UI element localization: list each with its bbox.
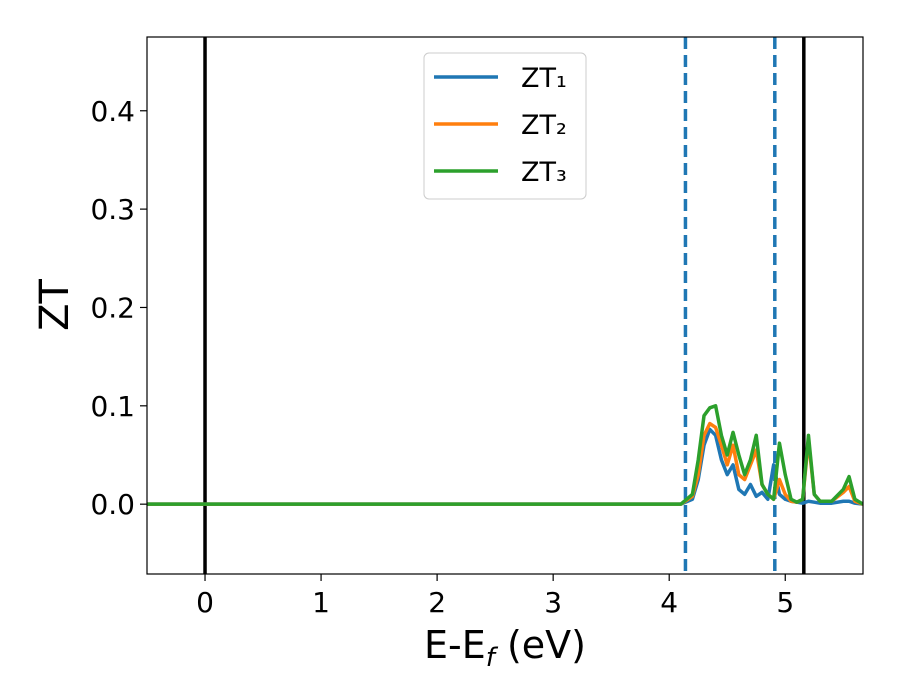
- y-tick-label: 0.2: [90, 291, 135, 324]
- plot-area: [147, 37, 863, 574]
- y-tick-label: 0.1: [90, 390, 135, 423]
- legend-label: ZT₁: [521, 63, 567, 94]
- series-line: [147, 404, 863, 506]
- y-tick-label: 0.4: [90, 95, 135, 128]
- x-tick-label: 4: [660, 586, 678, 619]
- x-axis-label: E-Ef (eV): [424, 623, 586, 673]
- y-tick-label: 0.0: [90, 488, 135, 521]
- x-tick-label: 3: [544, 586, 562, 619]
- x-tick-label: 0: [196, 586, 214, 619]
- x-tick-label: 5: [776, 586, 794, 619]
- legend-box: [423, 52, 587, 200]
- plot-frame: [146, 36, 864, 575]
- x-tick-label: 1: [312, 586, 330, 619]
- legend-label: ZT₃: [521, 157, 567, 188]
- y-tick-label: 0.3: [90, 193, 135, 226]
- y-axis-label: ZT: [32, 279, 78, 331]
- x-tick-label: 2: [428, 586, 446, 619]
- legend-label: ZT₂: [521, 110, 567, 141]
